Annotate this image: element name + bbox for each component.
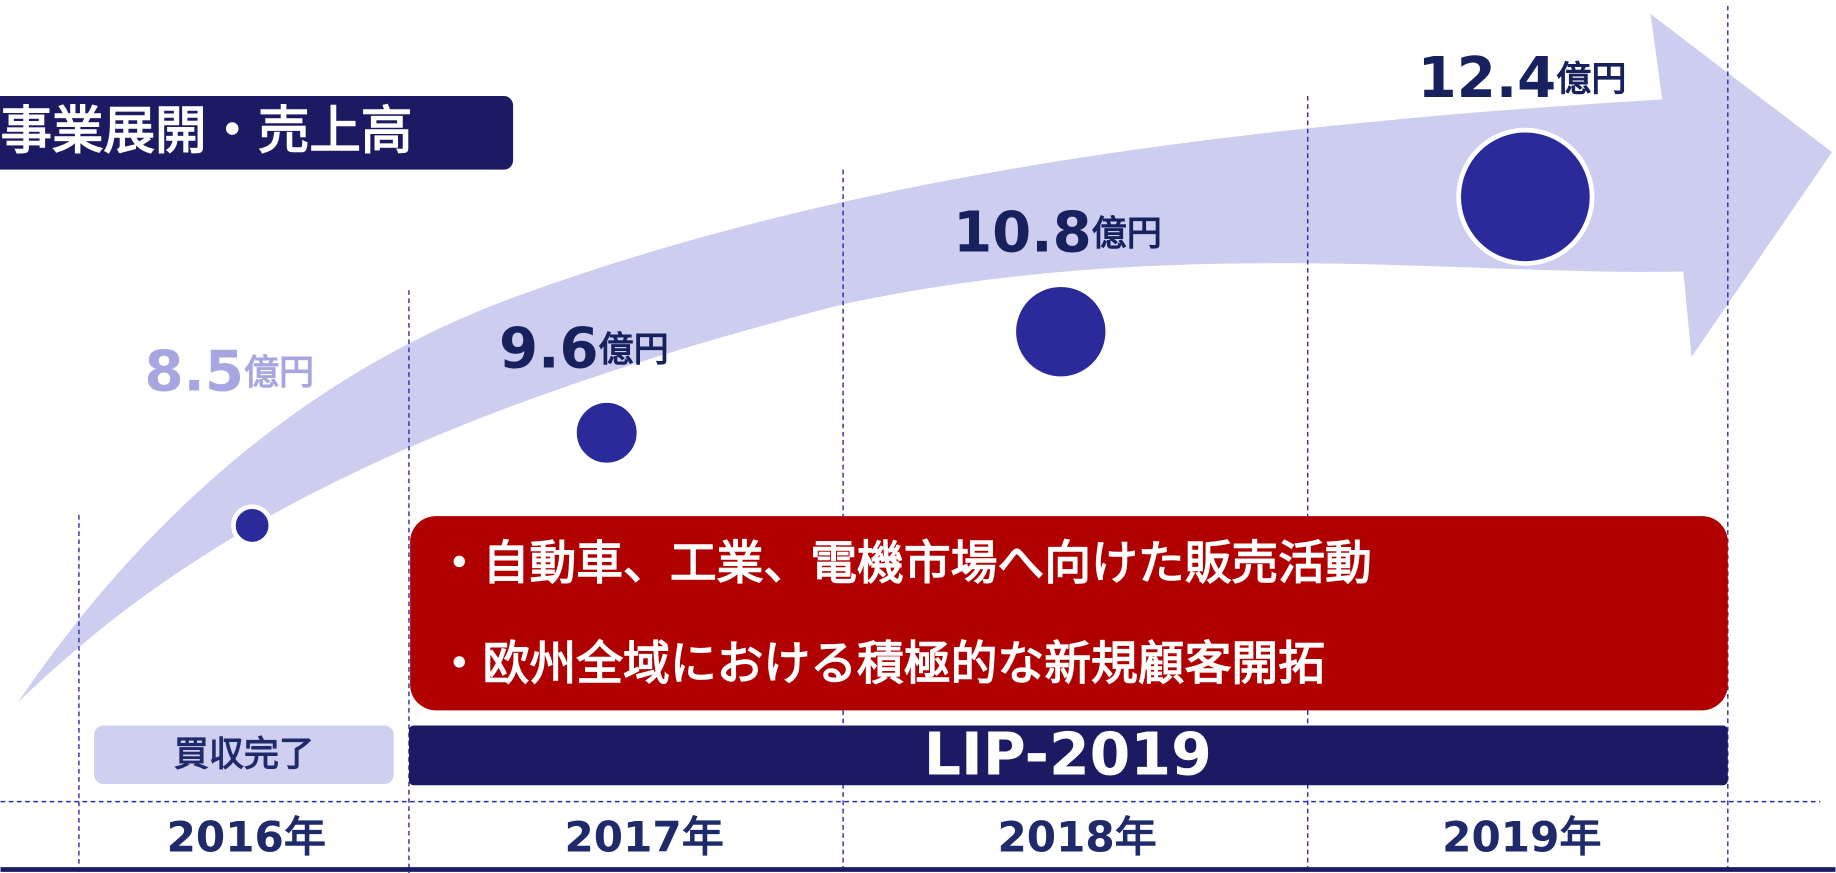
value-label: 12.4億円 bbox=[1418, 46, 1627, 111]
value-label: 9.6億円 bbox=[499, 316, 669, 381]
phase-label: LIP-2019 bbox=[924, 720, 1212, 788]
value-number: 10.8 bbox=[953, 200, 1092, 265]
bubble bbox=[231, 504, 274, 547]
value-number: 12.4 bbox=[1418, 46, 1557, 111]
bubble bbox=[1456, 127, 1595, 266]
value-number: 9.6 bbox=[499, 316, 598, 381]
annotation: ・自動車、工業、電機市場へ向けた販売活動 bbox=[436, 537, 1372, 591]
chart-title: 事業展開・売上高 bbox=[1, 102, 413, 162]
value-unit: 億円 bbox=[1556, 59, 1626, 100]
value-label: 8.5億円 bbox=[144, 339, 314, 404]
value-label: 10.8億円 bbox=[953, 200, 1162, 265]
value-number: 8.5 bbox=[144, 339, 243, 404]
x-tick-label: 2019年 bbox=[1442, 813, 1601, 862]
value-unit: 億円 bbox=[1092, 213, 1162, 254]
x-tick-label: 2018年 bbox=[997, 813, 1156, 862]
bubble bbox=[1011, 282, 1111, 382]
x-tick-label: 2017年 bbox=[565, 813, 724, 862]
x-tick-label: 2016年 bbox=[167, 813, 326, 862]
growth-arrow bbox=[18, 14, 1832, 703]
annotation-box bbox=[410, 516, 1728, 711]
value-unit: 億円 bbox=[599, 329, 669, 370]
phase-box bbox=[408, 725, 1728, 786]
bubble bbox=[572, 398, 642, 468]
title-box bbox=[0, 95, 514, 170]
value-unit: 億円 bbox=[244, 352, 314, 393]
phase-label: 買収完了 bbox=[174, 734, 314, 775]
phase-box bbox=[94, 725, 394, 785]
annotation: ・欧州全域における積極的な新規顧客開拓 bbox=[436, 638, 1325, 692]
